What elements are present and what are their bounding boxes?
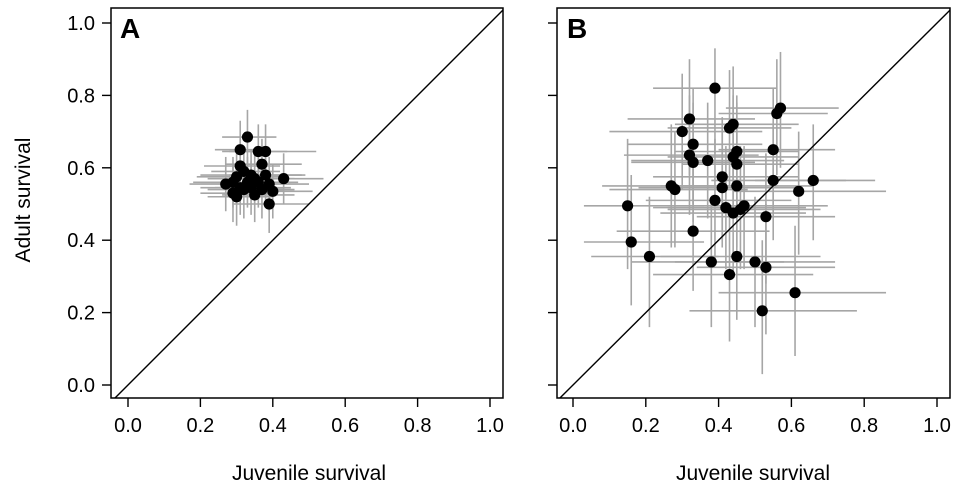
panel-a-x-axis-title: Juvenile survival: [232, 462, 386, 485]
data-point-39: [789, 287, 801, 299]
data-point-22: [669, 183, 681, 196]
x-tick-label-3: 0.4: [705, 415, 733, 437]
data-point-26: [263, 198, 275, 210]
x-tick-label-6: 1.0: [923, 415, 951, 437]
data-point-31: [687, 225, 699, 237]
data-point-35: [705, 256, 717, 268]
data-point-1: [709, 82, 721, 94]
data-point-12: [278, 173, 290, 185]
data-point-3: [771, 107, 783, 120]
y-tick-label-3: 0.4: [67, 230, 95, 252]
x-tick-label-4: 0.6: [331, 415, 359, 437]
data-point-20: [238, 183, 250, 196]
data-point-25: [231, 191, 243, 203]
data-point-24: [249, 189, 261, 201]
x-tick-label-5: 0.8: [850, 415, 878, 437]
panel-a-label: A: [120, 13, 140, 44]
data-point-27: [622, 200, 634, 212]
y-tick-label-2: 0.2: [67, 303, 95, 325]
panel-a-error-bars: [189, 109, 324, 233]
x-tick-label-1: 0.0: [114, 415, 142, 437]
data-point-21: [716, 182, 728, 194]
data-point-32: [625, 236, 637, 248]
data-point-13: [702, 154, 714, 167]
data-point-33: [731, 250, 743, 263]
data-point-23: [793, 185, 805, 197]
data-point-7: [676, 126, 688, 138]
data-point-18: [767, 174, 779, 187]
data-point-17: [807, 174, 819, 187]
x-tick-label-2: 0.2: [186, 415, 214, 437]
data-point-9: [767, 144, 779, 156]
data-point-4: [259, 145, 272, 158]
data-point-2: [234, 144, 246, 156]
y-tick-label-4: 0.6: [67, 158, 95, 180]
data-point-30: [760, 211, 772, 223]
panel-b: 0.0 0.2 0.4 0.6 0.8 1.0 B Juvenile survival: [548, 7, 951, 485]
panel-b-reference-line: [559, 9, 951, 399]
data-point-37: [760, 261, 772, 273]
panel-b-x-axis: 0.0 0.2 0.4 0.6 0.8 1.0: [559, 398, 951, 437]
y-tick-label-6: 1.0: [67, 13, 95, 35]
data-point-24: [709, 194, 721, 206]
x-tick-label-4: 0.6: [777, 415, 805, 437]
data-point-22: [267, 185, 279, 197]
x-tick-label-1: 0.0: [559, 415, 587, 437]
x-tick-label-2: 0.2: [632, 415, 660, 437]
data-point-8: [687, 138, 699, 150]
data-point-16: [716, 171, 728, 183]
data-point-34: [643, 250, 656, 263]
panel-a: 0.0 0.2 0.4 0.6 0.8 1.0 0.00.20.40.60.81.0 A …: [12, 7, 504, 485]
data-point-14: [687, 156, 699, 168]
x-tick-label-5: 0.8: [404, 415, 432, 437]
panel-b-plot-frame: [556, 7, 951, 399]
panel-b-points: [622, 82, 819, 317]
data-point-15: [731, 158, 743, 170]
panel-a-y-axis: 0.0 0.2 0.4 0.6 0.8 1.0: [67, 13, 111, 397]
panel-a-y-axis-title: Adult survival: [12, 138, 35, 263]
data-point-1: [241, 131, 254, 143]
panel-a-points: [220, 131, 290, 210]
data-point-40: [756, 305, 768, 317]
data-point-16: [220, 178, 232, 190]
y-tick-label-5: 0.8: [67, 85, 95, 107]
data-point-36: [749, 256, 761, 268]
panel-b-x-axis-title: Juvenile survival: [676, 462, 830, 485]
reference-line-y-equals-x: [114, 9, 504, 399]
panel-b-label: B: [567, 13, 587, 44]
data-point-29: [727, 207, 739, 219]
data-point-6: [723, 122, 736, 134]
data-point-9: [259, 169, 272, 181]
data-point-4: [683, 113, 696, 125]
panel-a-plot-frame: [110, 7, 504, 399]
data-point-19: [731, 180, 743, 192]
x-tick-label-6: 1.0: [476, 415, 504, 437]
y-tick-label-1: 0.0: [67, 375, 95, 397]
reference-line-y-equals-x: [559, 9, 951, 399]
data-point-5: [256, 158, 268, 170]
panel-a-x-axis: 0.0 0.2 0.4 0.6 0.8 1.0: [114, 398, 504, 437]
panel-a-reference-line: [114, 9, 504, 399]
x-tick-label-3: 0.4: [259, 415, 287, 437]
data-point-38: [723, 268, 736, 281]
panel-b-y-axis: [548, 22, 557, 386]
